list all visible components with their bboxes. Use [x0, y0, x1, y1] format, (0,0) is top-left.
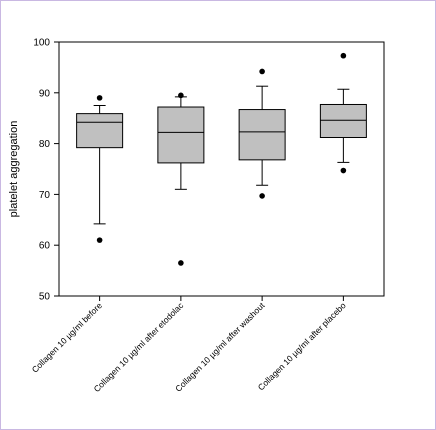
box-iqr	[319, 103, 367, 139]
box-group	[319, 52, 367, 174]
outlier-point	[259, 68, 265, 75]
x-category-label: Collagen 10 µg/ml before	[30, 300, 105, 375]
y-axis: 50 60 70 80 90 100	[33, 38, 59, 303]
outlier-point	[259, 193, 265, 199]
x-category-label: Collagen 10 µg/ml after washout	[173, 300, 267, 394]
box-group	[76, 95, 124, 243]
box-iqr	[76, 113, 124, 149]
outlier-point	[178, 260, 184, 266]
outlier-point	[178, 92, 184, 99]
box-series	[76, 52, 367, 266]
box-iqr	[238, 109, 286, 161]
box-group	[238, 68, 286, 199]
y-tick-label: 80	[39, 139, 51, 150]
box-iqr	[157, 106, 205, 164]
outlier-point	[340, 167, 347, 174]
y-tick-label: 100	[33, 38, 50, 49]
y-tick-label: 70	[39, 190, 51, 201]
outlier-point	[96, 95, 103, 101]
box-group	[157, 92, 205, 266]
y-tick-label: 60	[39, 241, 51, 252]
y-tick-label: 90	[39, 88, 51, 99]
outlier-point	[96, 237, 103, 243]
x-category-label: Collagen 10 µg/ml after etodolac	[92, 300, 186, 394]
y-tick-label: 50	[39, 292, 51, 303]
y-axis-title: platelet aggregation	[8, 121, 20, 218]
outlier-point	[340, 52, 347, 59]
plot-area	[58, 41, 385, 297]
x-category-label: Collagen 10 µg/ml after placebo	[256, 300, 348, 392]
